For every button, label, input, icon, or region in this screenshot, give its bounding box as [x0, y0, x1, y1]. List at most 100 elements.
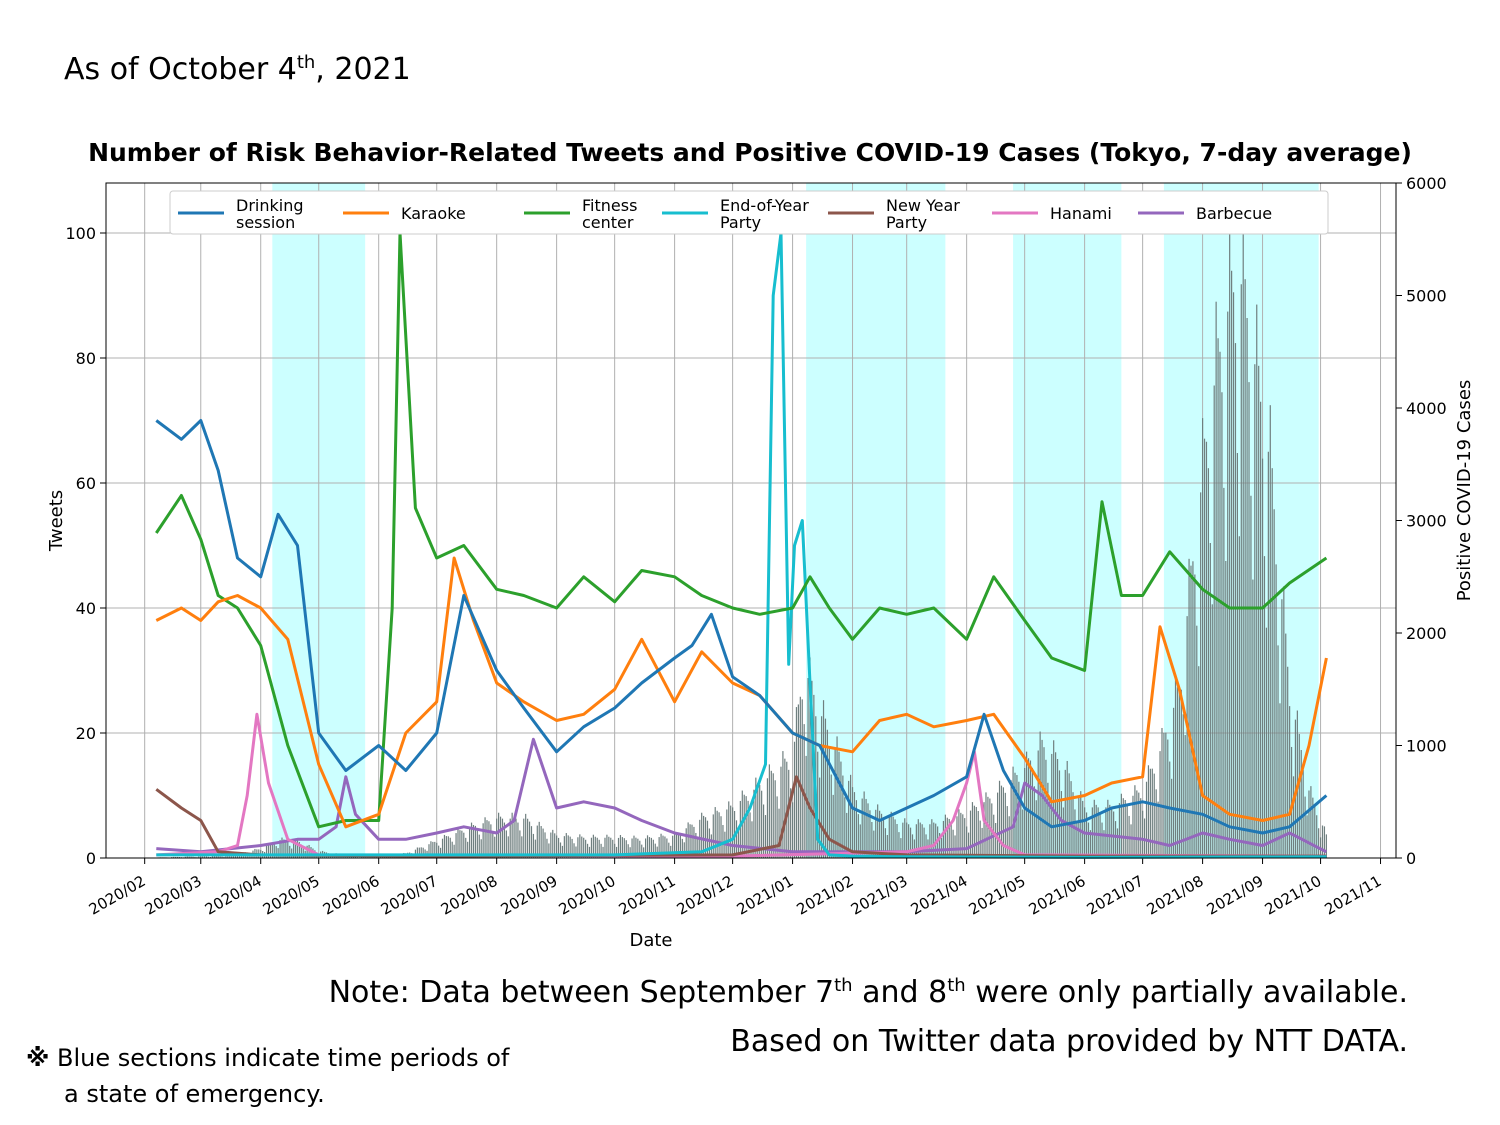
- x-tick-label: 2021/04: [908, 872, 971, 919]
- cases-bar: [1174, 678, 1177, 858]
- cases-bar: [722, 825, 724, 858]
- cases-bar: [1147, 765, 1150, 858]
- cases-bar: [1314, 805, 1316, 858]
- cases-bar: [646, 835, 649, 858]
- cases-bar: [716, 810, 718, 858]
- cases-bar: [820, 716, 823, 858]
- cases-bar: [438, 845, 440, 858]
- cases-bar: [871, 822, 873, 858]
- cases-bar: [832, 794, 834, 858]
- cases-bar: [420, 847, 422, 858]
- cases-bar: [194, 856, 196, 858]
- cases-bar: [198, 856, 200, 858]
- cases-bar: [556, 835, 558, 858]
- x-tick-label: 2021/06: [1026, 872, 1089, 919]
- cases-bar: [1300, 750, 1302, 858]
- cases-bar: [730, 805, 732, 858]
- cases-bar: [714, 807, 716, 858]
- cases-bar: [530, 826, 533, 858]
- cases-bar: [1111, 807, 1113, 858]
- cases-bar: [505, 830, 507, 858]
- cases-bar: [439, 847, 442, 858]
- cases-bar: [1087, 822, 1090, 858]
- cases-bar: [1024, 768, 1026, 858]
- cases-bar: [904, 818, 906, 858]
- cases-bar: [958, 809, 960, 858]
- y-right-tick-label: 6000: [1406, 174, 1447, 193]
- cases-bar: [619, 834, 622, 858]
- cases-bar: [751, 821, 753, 858]
- cases-bar: [996, 792, 999, 858]
- cases-bar: [600, 843, 602, 858]
- cases-bar: [784, 758, 786, 858]
- cases-bar: [1229, 222, 1231, 858]
- cases-bar: [1298, 733, 1300, 858]
- cases-bar: [766, 778, 769, 858]
- cases-bar: [573, 843, 575, 858]
- cases-bar: [1000, 785, 1003, 858]
- cases-bar: [1318, 828, 1320, 858]
- cases-bar: [492, 831, 494, 858]
- cases-bar: [519, 830, 521, 858]
- cases-bar: [1292, 776, 1295, 858]
- cases-bar: [596, 837, 598, 858]
- cases-bar: [484, 817, 486, 858]
- cases-bar: [277, 848, 279, 858]
- cases-bar: [873, 830, 875, 858]
- data-note: Note: Data between September 7th and 8th…: [328, 975, 1408, 1010]
- cases-bar: [950, 822, 952, 858]
- cases-bar: [523, 818, 525, 858]
- cases-bar: [1118, 803, 1121, 858]
- cases-bar: [1035, 800, 1037, 858]
- cases-bar: [960, 812, 962, 858]
- cases-bar: [668, 842, 670, 858]
- cases-bar: [534, 839, 536, 858]
- cases-bar: [1126, 804, 1128, 858]
- cases-bar: [848, 780, 850, 858]
- cases-bar: [1134, 785, 1136, 858]
- cases-bar: [1149, 768, 1151, 858]
- cases-bar: [428, 844, 430, 858]
- cases-bar: [704, 817, 707, 858]
- cases-bar: [1190, 565, 1192, 858]
- cases-bar: [352, 856, 355, 858]
- cases-bar: [828, 746, 830, 858]
- cases-bar: [834, 747, 836, 858]
- cases-bar: [1022, 809, 1024, 858]
- cases-bar: [291, 848, 293, 858]
- legend-label: Drinking: [236, 196, 304, 215]
- cases-bar: [1200, 492, 1202, 858]
- cases-bar: [202, 856, 204, 858]
- cases-bar: [836, 736, 838, 858]
- cases-bar: [658, 837, 660, 858]
- cases-bar: [273, 843, 275, 858]
- series-line-4: [156, 231, 1327, 859]
- cases-bar: [422, 847, 424, 858]
- cases-bar: [830, 774, 832, 858]
- cases-bar: [465, 837, 467, 858]
- cases-bar: [457, 828, 459, 858]
- cases-bar: [188, 856, 190, 858]
- cases-bar: [281, 837, 283, 858]
- legend-label: End-of-Year: [720, 196, 809, 215]
- x-tick-label: 2021/03: [848, 872, 911, 919]
- cases-bar: [486, 820, 488, 858]
- data-source-note: Based on Twitter data provided by NTT DA…: [730, 1024, 1408, 1059]
- cases-bar: [967, 832, 970, 858]
- cases-bar: [478, 834, 480, 858]
- cases-bar: [498, 812, 500, 858]
- cases-bar: [718, 812, 720, 858]
- cases-bar: [476, 828, 478, 858]
- cases-bar: [1097, 807, 1099, 858]
- cases-bar: [1020, 797, 1022, 858]
- cases-bar: [1008, 816, 1010, 858]
- cases-bar: [660, 833, 662, 858]
- cases-bar: [745, 796, 747, 858]
- cases-bar: [942, 820, 945, 858]
- cases-bar: [884, 828, 887, 858]
- cases-bar: [472, 824, 475, 858]
- cases-bar: [451, 841, 453, 858]
- cases-bar: [205, 856, 208, 858]
- cases-bar: [499, 816, 502, 858]
- cases-bar: [679, 834, 682, 858]
